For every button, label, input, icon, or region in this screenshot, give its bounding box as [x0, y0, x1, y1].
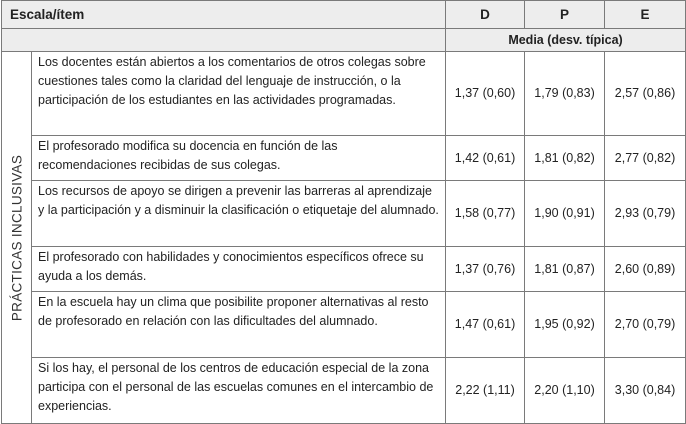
value-e: 2,57 (0,86) [604, 51, 686, 136]
value-e: 2,77 (0,82) [604, 135, 686, 181]
subheader-blank-cell [0, 28, 447, 52]
section-label: PRÁCTICAS INCLUSIVAS [9, 154, 24, 321]
item-text: Los docentes están abiertos a los coment… [30, 51, 447, 136]
value-p: 1,90 (0,91) [524, 180, 606, 247]
value-p: 2,20 (1,10) [524, 357, 606, 424]
table-row: El profesorado con habilidades y conocim… [2, 246, 686, 292]
value-e: 2,93 (0,79) [604, 180, 686, 247]
value-e: 3,30 (0,84) [604, 357, 686, 424]
table-row: En la escuela hay un clima que posibilit… [2, 291, 686, 358]
column-header-d: D [445, 0, 526, 29]
column-header-p: P [524, 0, 606, 29]
value-p: 1,79 (0,83) [524, 51, 606, 136]
item-text: Los recursos de apoyo se dirigen a preve… [30, 180, 447, 247]
value-d: 2,22 (1,11) [445, 357, 526, 424]
table-row: PRÁCTICAS INCLUSIVAS Los docentes están … [1, 51, 686, 424]
column-header-e: E [604, 0, 686, 29]
scale-item-header: Escala/ítem [0, 0, 447, 29]
value-p: 1,81 (0,87) [524, 246, 606, 292]
value-d: 1,42 (0,61) [445, 135, 526, 181]
value-d: 1,37 (0,60) [445, 51, 526, 136]
value-p: 1,81 (0,82) [524, 135, 606, 181]
value-d: 1,58 (0,77) [445, 180, 526, 247]
table-row: El profesorado modifica su docencia en f… [2, 135, 686, 181]
table-row: Si los hay, el personal de los centros d… [2, 357, 686, 424]
value-p: 1,95 (0,92) [524, 291, 606, 358]
table-row: Los recursos de apoyo se dirigen a preve… [2, 180, 686, 247]
item-text: El profesorado modifica su docencia en f… [30, 135, 447, 181]
value-d: 1,47 (0,61) [445, 291, 526, 358]
value-e: 2,70 (0,79) [604, 291, 686, 358]
item-text: En la escuela hay un clima que posibilit… [30, 291, 447, 358]
subheader-row: Media (desv. típica) [0, 28, 686, 52]
item-text: El profesorado con habilidades y conocim… [30, 246, 447, 292]
mean-sd-subheader: Media (desv. típica) [445, 28, 686, 52]
header-row: Escala/ítem D P E [0, 0, 686, 29]
item-text: Si los hay, el personal de los centros d… [30, 357, 447, 424]
value-d: 1,37 (0,76) [445, 246, 526, 292]
value-e: 2,60 (0,89) [604, 246, 686, 292]
section-label-cell: PRÁCTICAS INCLUSIVAS [1, 51, 32, 424]
